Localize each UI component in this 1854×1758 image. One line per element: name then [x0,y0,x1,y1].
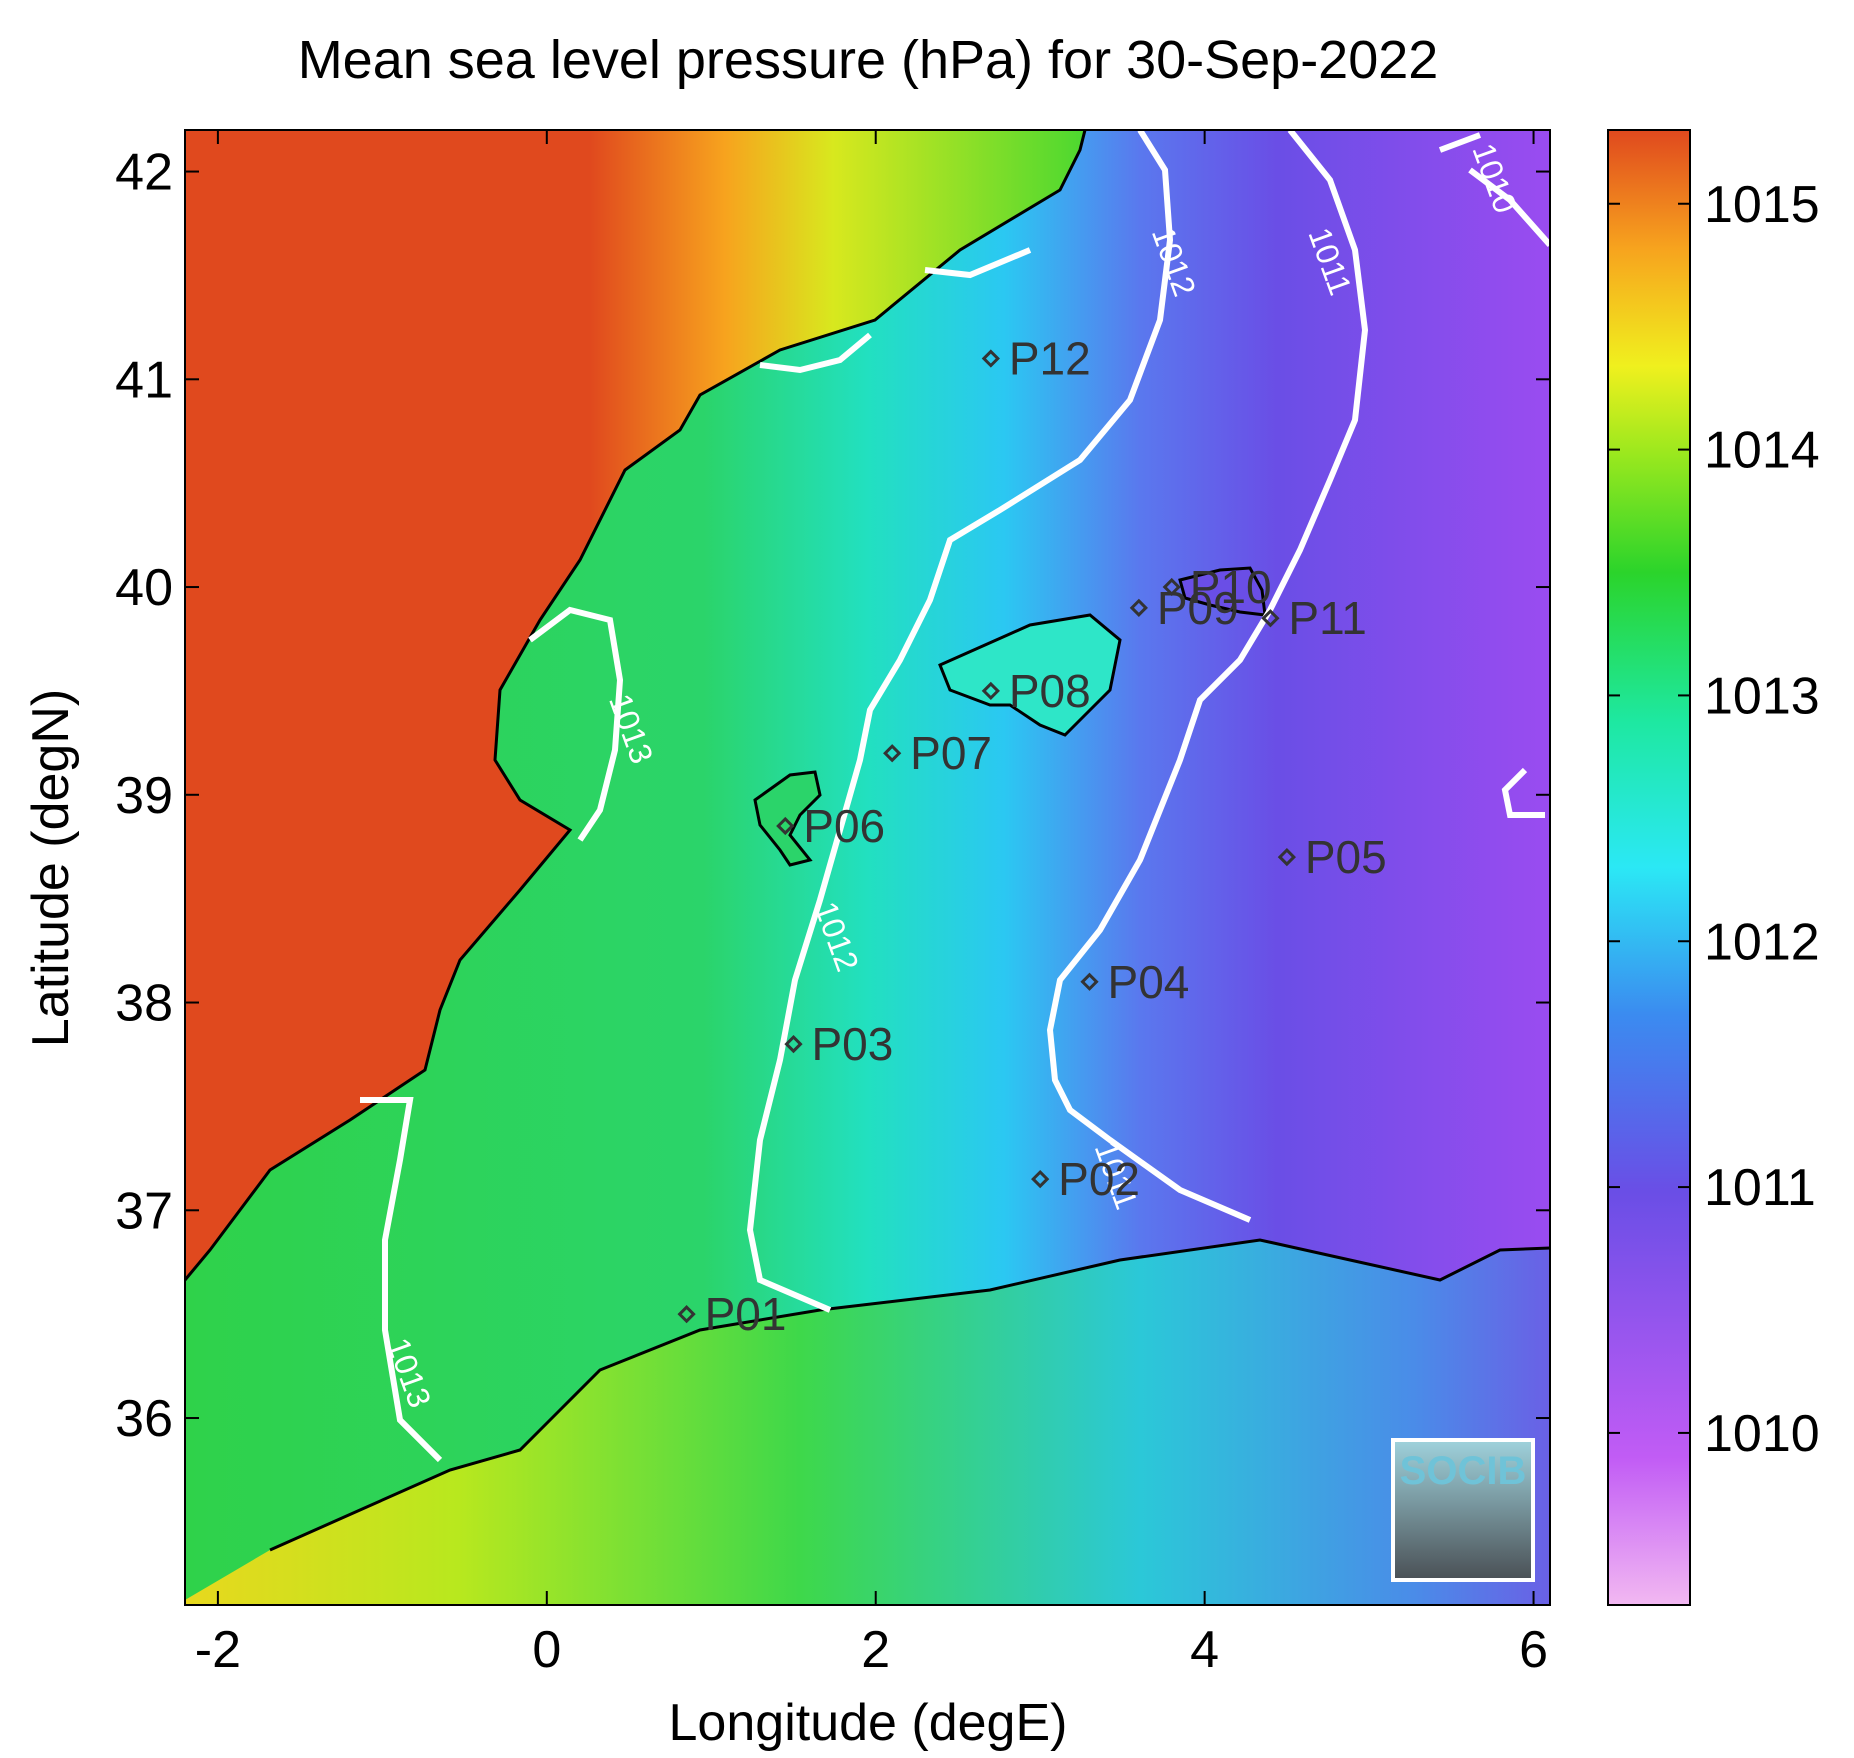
station-marker [981,349,1000,368]
station-marker [1129,598,1148,617]
mallorca-island [938,613,1122,737]
x-tick-label: 4 [1190,1621,1219,1679]
station-marker [1277,847,1296,867]
station-label: P09 [1157,582,1239,634]
socib-logo: SOCIB [1391,1438,1535,1582]
plot-frame [184,129,1551,1606]
x-axis-ticks: -2 0 2 4 6 [195,130,1548,1679]
station-marker [1162,577,1181,597]
colorbar-gradient [1607,129,1691,1606]
station-label: P02 [1058,1153,1140,1205]
colorbar-ticks: 1010 1011 1012 1013 1014 1015 [1608,176,1820,1463]
station-label: P08 [1009,665,1091,717]
station-label: P01 [705,1288,787,1340]
colorbar-tick-label: 1013 [1704,667,1820,725]
x-tick-label: 2 [861,1621,890,1679]
x-tick-label: 6 [1519,1621,1548,1679]
y-axis-ticks: 36 37 38 39 40 41 42 [115,144,1550,1448]
station-label: P04 [1108,956,1190,1008]
contour-1010 [1438,132,1550,818]
colorbar-tick-label: 1012 [1704,913,1820,971]
station-label: P12 [1009,333,1091,385]
africa-coastline [269,1238,1550,1552]
contour-1013-south [360,1097,443,1463]
station-marker [776,816,795,836]
y-tick-label: 40 [115,559,173,617]
station-marker [883,744,902,763]
station-label: P07 [910,727,992,779]
station-label: P06 [803,800,885,852]
socib-logo-text: SOCIB [1400,1449,1527,1493]
ibiza-island [753,770,822,867]
africa-land-field [185,1240,1550,1605]
station-label: P11 [1288,592,1366,644]
colorbar-tick-label: 1015 [1704,176,1820,234]
station-marker [1080,972,1099,991]
x-tick-label: 0 [532,1621,561,1679]
station-marker [1031,1169,1050,1189]
y-tick-label: 36 [115,1390,173,1448]
station-marker [677,1305,696,1324]
y-tick-label: 42 [115,144,173,202]
y-tick-label: 39 [115,767,173,825]
station-label: P03 [811,1018,893,1070]
colorbar: 1010 1011 1012 1013 1014 1015 [1607,129,1820,1606]
colorbar-tick-label: 1014 [1704,422,1820,480]
x-tick-label: -2 [195,1621,241,1679]
contour-1012-north-bay [759,247,1032,374]
chart-title: Mean sea level pressure (hPa) for 30-Sep… [298,30,1439,90]
iberia-land-field [185,130,1085,1280]
x-axis-label: Longitude (degE) [669,1694,1068,1752]
contour-1012 [746,130,1174,1313]
station-label: P05 [1305,831,1387,883]
station-marker [1261,609,1280,628]
y-axis-label: Latitude (degN) [22,689,80,1047]
colorbar-tick-label: 1011 [1704,1159,1816,1217]
y-tick-label: 38 [115,975,173,1033]
station-marker [981,681,1000,701]
station-marker [784,1034,803,1054]
colorbar-tick-label: 1010 [1704,1405,1820,1463]
contour-1011 [1046,130,1369,1223]
station-label: P10 [1190,561,1272,613]
y-tick-label: 41 [115,351,173,409]
contour-1013-north [528,606,624,842]
y-tick-label: 37 [115,1182,173,1240]
iberia-coastline [185,130,1087,1281]
